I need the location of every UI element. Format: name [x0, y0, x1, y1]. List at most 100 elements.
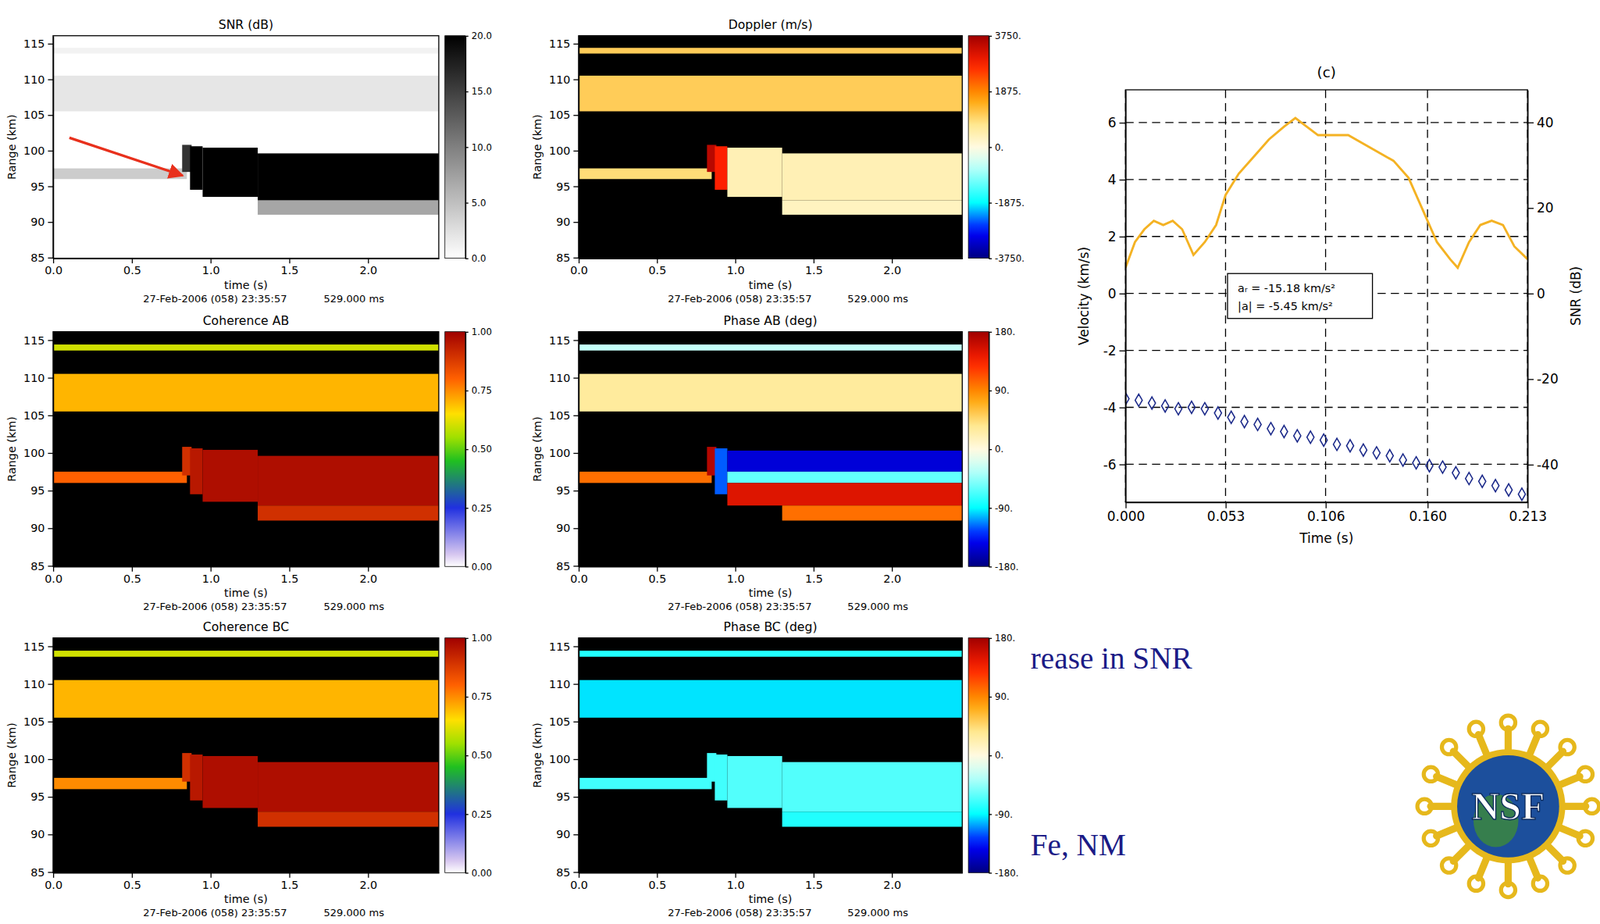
tick-mark: [573, 759, 579, 760]
grid: [1125, 89, 1528, 503]
tick-mark: [988, 813, 992, 815]
tick-mark: [288, 872, 290, 878]
tick: 90: [555, 521, 579, 535]
date-label: 529.000 ms: [847, 292, 909, 305]
colorbar-gradient: [968, 35, 989, 259]
tick-label: 2.0: [883, 572, 902, 585]
tick-label: 95: [30, 484, 45, 497]
tick: 2.0: [883, 258, 902, 278]
tick-mark: [288, 258, 290, 264]
axis: 20.015.010.05.00.0: [465, 30, 492, 264]
axis-line: [53, 331, 54, 567]
tick-mark: [465, 331, 469, 333]
logo-dot: [1500, 715, 1515, 730]
tick-label: 10.0: [471, 142, 492, 154]
tick-mark: [578, 872, 580, 878]
tick-mark: [1119, 407, 1127, 409]
tick-mark: [47, 78, 54, 80]
tick: 115: [23, 640, 54, 653]
tick: 0.0: [570, 258, 588, 278]
heat-cell: [782, 153, 963, 200]
tick: 1.5: [805, 258, 824, 278]
tick-mark: [988, 566, 992, 567]
logo-dot: [1560, 739, 1575, 754]
tick: 0: [1108, 285, 1127, 302]
tick-mark: [988, 448, 992, 450]
heat-cell: [578, 471, 712, 483]
tick-mark: [53, 566, 54, 572]
date-label: 27-Feb-2006 (058) 23:35:57: [142, 292, 287, 305]
axis-line: [578, 35, 580, 259]
heat-cell: [578, 374, 963, 412]
tick-label: -1875.: [994, 197, 1025, 209]
heat-cell: [189, 146, 203, 190]
tick-label: 4: [1108, 171, 1117, 188]
tick: 0.: [988, 749, 1004, 761]
date-label: 529.000 ms: [323, 600, 385, 613]
tick-label: 3750.: [994, 30, 1022, 42]
tick-mark: [578, 258, 580, 264]
logo-globe: [1457, 755, 1560, 858]
tick-mark: [53, 258, 54, 264]
tick-label: 90: [555, 215, 571, 229]
marker: [1518, 488, 1526, 501]
tick-label: 1.0: [202, 572, 221, 585]
tick-label: 95: [30, 180, 45, 193]
tick: 0.50: [465, 443, 492, 455]
plot-background: [53, 637, 439, 874]
tick-label: 0.0: [570, 572, 588, 585]
tick: 1.0: [726, 258, 745, 278]
tick-label: 0.50: [471, 443, 492, 455]
tick: 85: [30, 559, 54, 573]
tick: -6: [1103, 456, 1127, 473]
grid-line: [1125, 406, 1528, 408]
tick-label: 1875.: [994, 85, 1022, 97]
plot-frame: [578, 637, 963, 874]
marker: [1333, 438, 1341, 451]
heat-cell: [782, 200, 963, 215]
tick-label: 1.00: [471, 632, 492, 644]
logo: NSF: [1417, 715, 1600, 898]
tick-mark: [210, 258, 212, 264]
slide-text: rease in SNR: [1030, 641, 1194, 675]
tick: 2.0: [359, 258, 378, 278]
tick-mark: [1119, 293, 1127, 295]
tick-mark: [465, 146, 469, 148]
tick-mark: [131, 258, 133, 264]
tick-mark: [573, 415, 579, 417]
marker: [1240, 415, 1248, 428]
tick-label: 95: [555, 484, 571, 497]
axis: 859095100105110115: [23, 35, 54, 264]
heat-cell: [53, 374, 439, 412]
tick-label: 90: [30, 827, 45, 841]
heat-cell: [714, 448, 727, 495]
tick: 15.0: [465, 85, 492, 97]
tick: 110: [23, 73, 54, 86]
tick-mark: [573, 257, 579, 259]
axis: 1.000.750.500.250.00: [465, 632, 492, 879]
marker: [1452, 466, 1460, 479]
annotation-text: |a| = -5.45 km/s²: [1237, 299, 1333, 314]
tick: 0.0: [570, 872, 588, 891]
heat-cell: [257, 153, 439, 200]
date-label: 27-Feb-2006 (058) 23:35:57: [142, 600, 287, 613]
x-axis-title: time (s): [748, 892, 793, 906]
tick: 1.0: [202, 258, 221, 278]
tick: 100: [23, 446, 54, 460]
tick: 1.0: [726, 566, 745, 585]
tick: -180.: [988, 867, 1019, 879]
heat-cell: [726, 471, 963, 483]
tick-mark: [573, 377, 579, 378]
tick-mark: [47, 452, 54, 454]
tick: 1.0: [726, 872, 745, 891]
axis: 0.00.51.01.52.0: [570, 872, 963, 891]
marker: [1148, 396, 1156, 410]
tick: 20.0: [465, 30, 492, 42]
tick-label: 90: [30, 521, 45, 535]
date-label: 529.000 ms: [323, 906, 385, 919]
axis-line: [579, 566, 963, 567]
tick-mark: [813, 566, 815, 572]
heat-cell: [726, 450, 963, 472]
tick: 85: [555, 559, 579, 573]
tick-label: 180.: [994, 632, 1016, 644]
